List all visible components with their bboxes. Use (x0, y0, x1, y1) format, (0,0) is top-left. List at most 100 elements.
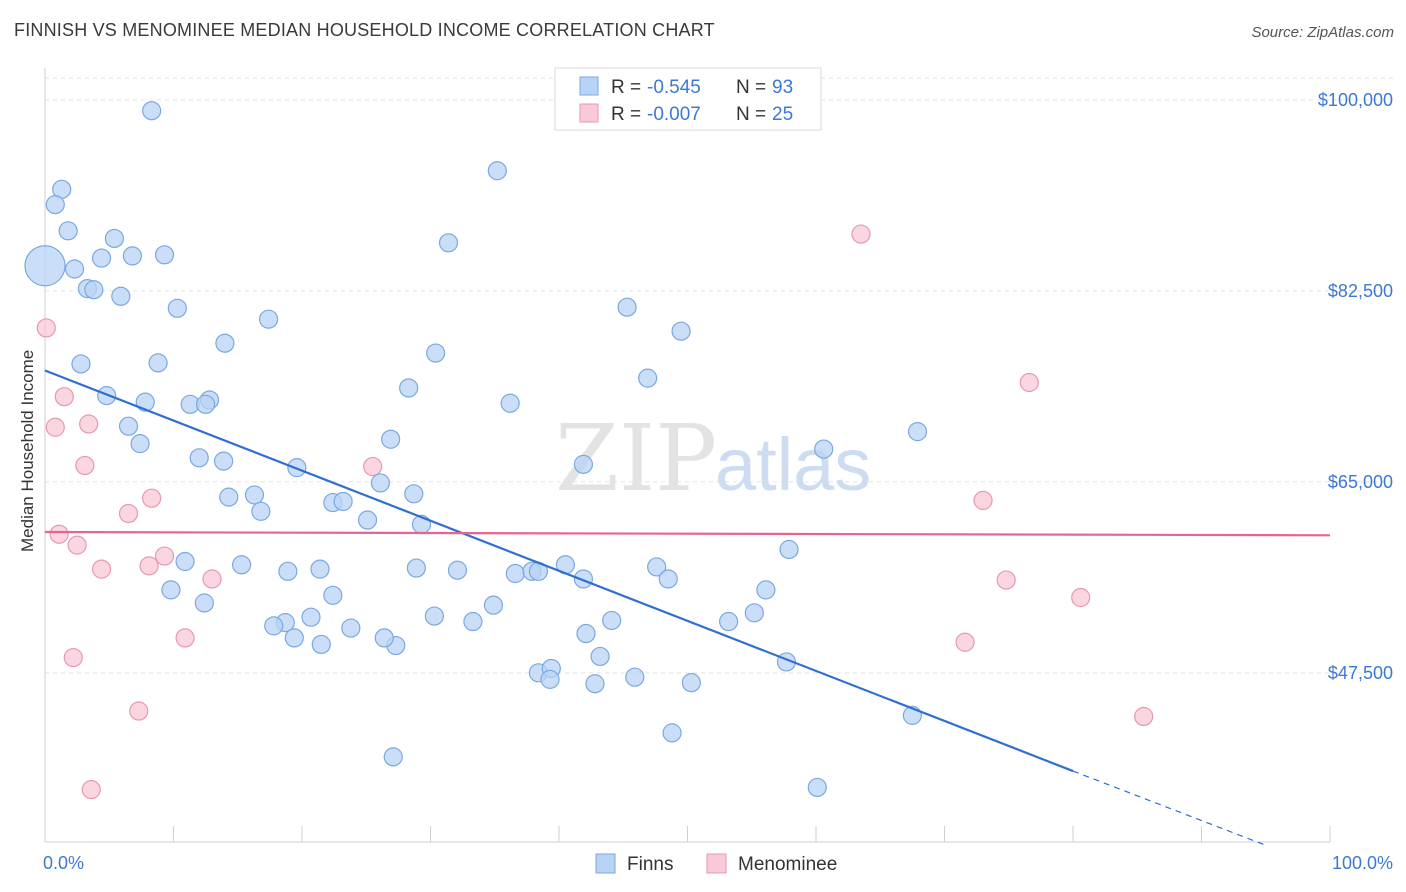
finns-point (602, 610, 622, 631)
finns-point (590, 646, 610, 667)
legend-r-value: -0.545 (647, 77, 701, 98)
menominee-point (139, 556, 159, 576)
finns-point (671, 321, 691, 341)
menominee-point (63, 647, 83, 668)
trendlines (44, 369, 1331, 846)
finns-point (907, 422, 928, 442)
menominee-point (81, 780, 101, 800)
y-tick-label: $82,500 (1328, 281, 1393, 301)
finns-point (585, 674, 605, 694)
finns-point (58, 221, 78, 241)
legend-bottom: Finns Menominee (595, 853, 837, 875)
finns-point (438, 233, 459, 253)
finns-point (658, 569, 678, 589)
finns-point (333, 491, 353, 512)
finns-point (500, 393, 520, 413)
finns-point (175, 551, 195, 572)
y-tick-label: $65,000 (1328, 472, 1393, 492)
finns-point (779, 539, 799, 560)
menominee-point (142, 488, 162, 508)
finns-point (341, 618, 361, 638)
finns-point (744, 603, 764, 623)
finns-point (284, 628, 304, 648)
legend-bottom-swatch (595, 853, 616, 874)
menominee-point (851, 224, 871, 244)
finns-point (91, 248, 112, 268)
menominee-point (49, 524, 69, 544)
finns-point (311, 634, 331, 655)
legend-bottom-label: Finns (627, 854, 673, 875)
menominee-point (1019, 372, 1039, 393)
finns-point (258, 309, 279, 329)
finns-point (399, 378, 419, 398)
legend-r-label: R = (611, 104, 641, 125)
finns-point (617, 297, 637, 317)
menominee-point (129, 701, 149, 721)
finns-point (219, 487, 239, 507)
finns-point (814, 439, 834, 459)
finns-point (662, 723, 682, 743)
finns-point (194, 593, 214, 613)
menominee-point (202, 569, 222, 589)
gridlines (45, 77, 1395, 674)
finns-point (118, 416, 139, 436)
finns-point (215, 333, 235, 353)
menominee-point (118, 503, 139, 524)
finns-point (756, 580, 776, 600)
finns-point (301, 607, 321, 627)
finns-point (573, 569, 594, 589)
finns-point (167, 298, 187, 318)
finns-point (154, 245, 175, 265)
finns-point (625, 667, 645, 687)
legend-n-label: N = (736, 77, 766, 98)
finns-point (310, 559, 330, 579)
finns-point (381, 429, 401, 449)
menominee-point (175, 628, 195, 648)
legend-bottom-label: Menominee (738, 854, 837, 875)
finns-point (463, 611, 483, 632)
menominee-point (45, 417, 65, 437)
finns-point (487, 161, 507, 181)
finns-point (323, 585, 343, 605)
menominee-point (154, 546, 175, 566)
watermark: ZIP atlas (555, 405, 871, 512)
finns-point (406, 558, 426, 578)
finns-point-cluster (24, 245, 66, 287)
watermark-atlas: atlas (715, 423, 871, 506)
menominee-points (36, 224, 1154, 800)
axes: $47,500 $65,000 $82,500 $100,000 0.0% 100.0% (43, 68, 1393, 873)
finns-point (370, 473, 390, 493)
finns-point (104, 228, 124, 249)
source-attribution: Source: ZipAtlas.com (1251, 24, 1394, 41)
x-tick-label-max: 100.0% (1332, 853, 1393, 873)
finns-point (576, 623, 596, 644)
finns-point (638, 368, 658, 388)
menominee-point (67, 535, 87, 555)
finns-point (214, 451, 234, 471)
finns-point (424, 606, 444, 626)
finns-points (24, 101, 928, 798)
finns-point (447, 560, 468, 580)
menominee-point (54, 387, 74, 407)
finns-point (148, 353, 168, 373)
chart-title: FINNISH VS MENOMINEE MEDIAN HOUSEHOLD IN… (14, 20, 715, 40)
menominee-point (973, 490, 993, 510)
finns-point (374, 628, 394, 648)
finns-point (84, 280, 104, 300)
finns-point (264, 616, 284, 636)
finns-point (807, 777, 827, 798)
finns-point (647, 557, 667, 577)
finns-point (161, 580, 181, 600)
finns-point (573, 454, 594, 474)
finns-point (681, 673, 701, 693)
menominee-point (75, 455, 95, 476)
finns-point (232, 555, 252, 575)
menominee-point (79, 414, 99, 434)
finns-point (142, 101, 162, 121)
menominee-point (36, 318, 56, 338)
menominee-trendline (44, 530, 1331, 537)
y-tick-label: $100,000 (1318, 90, 1393, 110)
finns-point (357, 510, 378, 530)
legend-r-value: -0.007 (647, 104, 701, 125)
